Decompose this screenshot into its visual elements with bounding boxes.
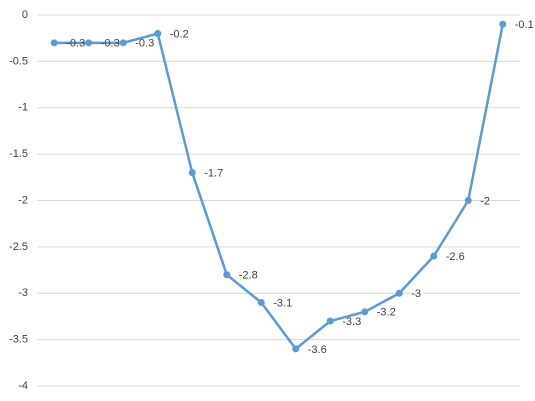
y-tick-label: -0.5 xyxy=(9,55,28,67)
data-line xyxy=(54,24,504,351)
data-label: -2 xyxy=(480,195,490,207)
data-point xyxy=(50,39,58,47)
y-tick-label: -3.5 xyxy=(9,334,28,346)
data-point xyxy=(119,39,127,47)
data-label: -0.3 xyxy=(135,38,154,50)
y-tick-label: -1.5 xyxy=(9,148,28,160)
data-label: -0.2 xyxy=(170,28,189,40)
data-point xyxy=(154,30,162,38)
data-point xyxy=(85,39,93,47)
data-label: -0.1 xyxy=(515,19,534,31)
data-point xyxy=(464,197,472,204)
data-label: -1.7 xyxy=(204,168,223,180)
data-label: -3.2 xyxy=(377,307,396,319)
data-point xyxy=(361,308,369,316)
data-point xyxy=(188,169,196,177)
data-point xyxy=(223,271,231,279)
data-label: -2.6 xyxy=(446,251,465,263)
data-point xyxy=(257,299,265,307)
data-point xyxy=(499,20,507,28)
data-label: -0.3 xyxy=(66,38,85,50)
y-tick-label: -1 xyxy=(18,102,28,114)
data-label: -3.3 xyxy=(342,316,361,328)
y-tick-label: -2.5 xyxy=(9,241,28,253)
data-point xyxy=(430,252,438,260)
y-tick-label: -4 xyxy=(18,380,28,392)
data-point xyxy=(292,345,300,353)
data-label: -3.6 xyxy=(308,344,327,356)
y-tick-label: -3 xyxy=(18,287,28,299)
data-point xyxy=(395,289,403,297)
data-label: -2.8 xyxy=(239,270,258,282)
data-label: -3.1 xyxy=(273,297,292,309)
data-label: -3 xyxy=(411,288,421,300)
y-tick-label: -2 xyxy=(18,194,28,206)
data-label: -0.3 xyxy=(101,38,120,50)
y-tick-label: 0 xyxy=(22,9,28,21)
data-point xyxy=(326,317,334,325)
